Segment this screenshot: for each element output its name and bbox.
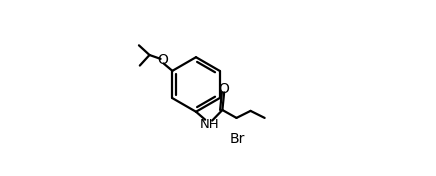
Text: O: O <box>219 81 230 96</box>
Text: Br: Br <box>230 132 245 146</box>
Text: O: O <box>157 53 168 67</box>
Text: NH: NH <box>200 118 220 131</box>
